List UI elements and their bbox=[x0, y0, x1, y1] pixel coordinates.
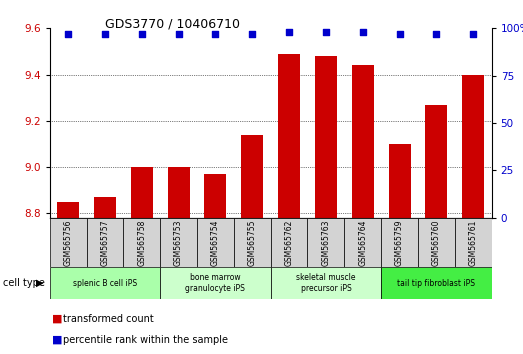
Point bbox=[469, 31, 477, 37]
Bar bbox=[50, 218, 86, 267]
Point bbox=[64, 31, 72, 37]
Text: ▶: ▶ bbox=[36, 278, 43, 288]
Text: GSM565756: GSM565756 bbox=[64, 219, 73, 266]
Text: GSM565762: GSM565762 bbox=[285, 219, 293, 266]
Text: GSM565760: GSM565760 bbox=[432, 219, 441, 266]
Bar bbox=[50, 267, 160, 299]
Bar bbox=[167, 167, 190, 218]
Text: splenic B cell iPS: splenic B cell iPS bbox=[73, 279, 137, 288]
Point bbox=[174, 31, 183, 37]
Bar bbox=[204, 174, 226, 218]
Bar bbox=[86, 218, 123, 267]
Bar bbox=[271, 267, 381, 299]
Bar bbox=[462, 74, 484, 218]
Text: GSM565764: GSM565764 bbox=[358, 219, 367, 266]
Bar bbox=[351, 65, 374, 218]
Bar bbox=[271, 218, 308, 267]
Bar bbox=[131, 167, 153, 218]
Bar bbox=[455, 218, 492, 267]
Bar bbox=[344, 218, 381, 267]
Text: tail tip fibroblast iPS: tail tip fibroblast iPS bbox=[397, 279, 475, 288]
Bar bbox=[57, 201, 79, 218]
Text: transformed count: transformed count bbox=[63, 314, 154, 324]
Text: GSM565763: GSM565763 bbox=[322, 219, 331, 266]
Bar bbox=[308, 218, 344, 267]
Bar bbox=[425, 104, 447, 218]
Text: GSM565757: GSM565757 bbox=[100, 219, 109, 266]
Bar bbox=[381, 218, 418, 267]
Text: GSM565759: GSM565759 bbox=[395, 219, 404, 266]
Text: skeletal muscle
precursor iPS: skeletal muscle precursor iPS bbox=[296, 274, 356, 293]
Text: GSM565753: GSM565753 bbox=[174, 219, 183, 266]
Text: GSM565758: GSM565758 bbox=[137, 219, 146, 266]
Text: GSM565755: GSM565755 bbox=[248, 219, 257, 266]
Bar bbox=[234, 218, 271, 267]
Bar bbox=[241, 135, 263, 218]
Text: GSM565761: GSM565761 bbox=[469, 219, 477, 266]
Text: percentile rank within the sample: percentile rank within the sample bbox=[63, 335, 228, 345]
Text: GDS3770 / 10406710: GDS3770 / 10406710 bbox=[105, 18, 240, 31]
Point bbox=[432, 31, 440, 37]
Text: ■: ■ bbox=[52, 335, 63, 345]
Point bbox=[101, 31, 109, 37]
Point bbox=[395, 31, 404, 37]
Point bbox=[322, 29, 330, 35]
Bar bbox=[315, 56, 337, 218]
Bar bbox=[418, 218, 455, 267]
Bar bbox=[160, 267, 271, 299]
Bar bbox=[123, 218, 160, 267]
Text: cell type: cell type bbox=[3, 278, 44, 288]
Text: ■: ■ bbox=[52, 314, 63, 324]
Bar bbox=[160, 218, 197, 267]
Point bbox=[138, 31, 146, 37]
Text: GSM565754: GSM565754 bbox=[211, 219, 220, 266]
Text: bone marrow
granulocyte iPS: bone marrow granulocyte iPS bbox=[186, 274, 245, 293]
Bar bbox=[197, 218, 234, 267]
Point bbox=[359, 29, 367, 35]
Point bbox=[211, 31, 220, 37]
Bar bbox=[381, 267, 492, 299]
Point bbox=[285, 29, 293, 35]
Point bbox=[248, 31, 256, 37]
Bar bbox=[278, 54, 300, 218]
Bar bbox=[389, 144, 411, 218]
Bar bbox=[94, 197, 116, 218]
